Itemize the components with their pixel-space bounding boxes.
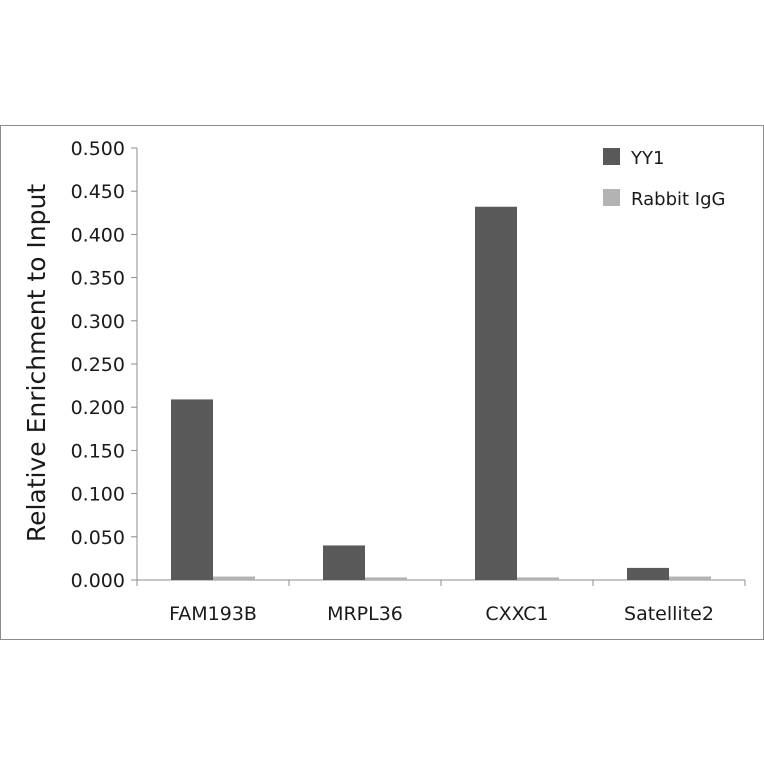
bar-rabbit-igg-mrpl36 [365, 577, 407, 580]
axes [136, 148, 745, 581]
y-tick-label: 0.050 [71, 527, 125, 549]
y-tick-label: 0.450 [71, 181, 125, 203]
y-tick-label: 0.000 [71, 570, 125, 592]
y-tick-label: 0.300 [71, 311, 125, 333]
y-axis-ticks: 0.000 0.050 0.100 0.150 0.200 0.250 0.300 0.350… [71, 138, 137, 592]
bar-yy1-cxxc1 [475, 206, 517, 580]
y-tick-label: 0.250 [71, 354, 125, 376]
legend: YY1 Rabbit IgG [603, 148, 725, 210]
x-category-label: Satellite2 [624, 603, 714, 625]
bar-rabbit-igg-cxxc1 [517, 577, 559, 580]
y-tick-label: 0.150 [71, 440, 125, 462]
bar-rabbit-igg-fam193b [213, 576, 255, 580]
y-tick-label: 0.100 [71, 484, 125, 506]
y-tick-label: 0.350 [71, 268, 125, 290]
bar-yy1-satellite2 [627, 567, 669, 580]
bar-rabbit-igg-satellite2 [669, 576, 711, 580]
y-tick-label: 0.500 [71, 138, 125, 160]
legend-swatch [603, 189, 620, 206]
x-category-label: MRPL36 [327, 603, 403, 625]
chart-frame: Relative Enrichment to Input 0.000 0.050 0… [0, 125, 764, 640]
bar-yy1-mrpl36 [323, 545, 365, 580]
bars [171, 206, 711, 580]
bar-chart: Relative Enrichment to Input 0.0000.0500… [22, 138, 746, 625]
y-axis-title: Relative Enrichment to Input [22, 184, 51, 543]
x-axis-labels: FAM193B MRPL36 CXXC1 Satellite2 [136, 580, 746, 625]
legend-swatch [603, 148, 620, 165]
x-category-label: FAM193B [169, 603, 257, 625]
bar-yy1-fam193b [171, 399, 213, 580]
x-category-label: CXXC1 [485, 603, 548, 625]
legend-label: YY1 [630, 148, 664, 169]
legend-label: Rabbit IgG [631, 189, 725, 210]
y-tick-label: 0.400 [71, 224, 125, 246]
y-tick-label: 0.200 [71, 397, 125, 419]
